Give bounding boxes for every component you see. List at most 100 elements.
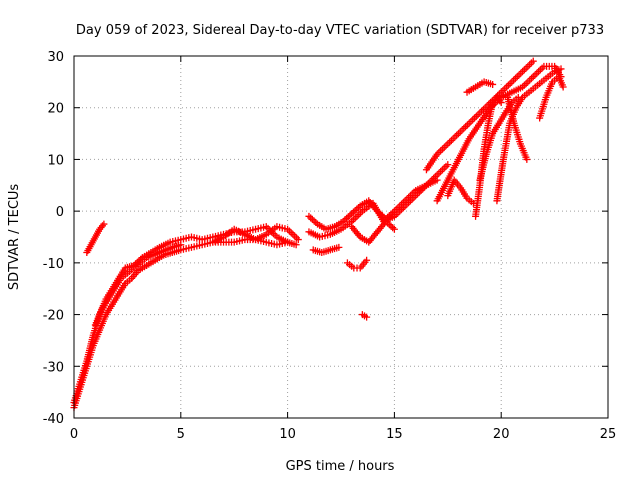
data-point (503, 83, 511, 91)
data-point (513, 73, 521, 81)
data-point (390, 207, 398, 215)
data-point (458, 126, 466, 134)
data-points (70, 57, 567, 412)
data-point (523, 155, 531, 163)
data-point (517, 69, 525, 77)
data-point (308, 215, 316, 223)
data-point (527, 59, 535, 67)
data-point (440, 164, 448, 172)
y-axis-label: SDTVAR / TECUs (7, 184, 22, 291)
data-point (520, 66, 528, 74)
data-point (536, 66, 544, 74)
y-tick-label: 10 (47, 153, 64, 168)
data-point (456, 128, 464, 136)
data-point (289, 230, 297, 238)
data-point (401, 197, 409, 205)
data-point (293, 234, 300, 242)
data-point (527, 74, 535, 82)
data-point (522, 64, 530, 72)
y-tick-label: 0 (56, 205, 64, 220)
data-point (531, 71, 539, 79)
data-point (390, 225, 398, 233)
data-point (454, 130, 462, 138)
data-point (435, 169, 443, 177)
data-point (538, 64, 546, 72)
y-tick-label: -30 (43, 360, 64, 375)
x-tick-label: 25 (600, 427, 617, 442)
data-point (506, 80, 514, 88)
data-point (305, 212, 313, 220)
data-point (444, 140, 452, 148)
data-point (442, 162, 450, 170)
data-point (526, 61, 534, 69)
data-point (511, 74, 519, 82)
data-point (291, 232, 299, 240)
data-point (557, 65, 565, 73)
data-point (446, 138, 454, 146)
data-point (510, 76, 518, 84)
data-point (504, 81, 512, 89)
data-point (437, 147, 445, 155)
data-point (449, 135, 457, 143)
data-point (462, 123, 470, 131)
data-point (467, 118, 475, 126)
tick-labels: 0 5 10 15 20 25 -40 -30 -20 -10 0 10 20 30 (43, 50, 617, 442)
x-axis-label: GPS time / hours (286, 459, 395, 474)
data-point (284, 238, 292, 246)
x-tick-label: 0 (70, 427, 78, 442)
data-point (465, 119, 473, 127)
data-point (526, 76, 534, 84)
data-point (472, 112, 480, 120)
y-tick-label: 20 (47, 102, 64, 117)
data-point (307, 214, 315, 222)
y-tick-label: -40 (43, 412, 64, 427)
data-point (392, 205, 400, 213)
data-point (399, 199, 407, 207)
data-point (529, 73, 537, 81)
chart-title: Day 059 of 2023, Sidereal Day-to-day VTE… (76, 23, 604, 38)
series-s3 (91, 241, 185, 329)
data-point (469, 116, 477, 124)
data-point (529, 57, 537, 65)
data-point (385, 221, 393, 229)
series-s14 (444, 176, 477, 207)
data-point (287, 229, 295, 237)
data-point (405, 193, 413, 201)
data-point (522, 80, 530, 88)
data-point (451, 133, 459, 141)
data-point (460, 124, 468, 132)
data-point (447, 136, 455, 144)
data-point (497, 99, 505, 107)
data-point (100, 220, 108, 228)
grid-lines (74, 56, 608, 418)
series-s18 (504, 93, 531, 163)
y-tick-label: 30 (47, 50, 64, 65)
data-point (294, 236, 302, 244)
data-point (442, 142, 450, 150)
data-point (519, 68, 527, 76)
data-point (438, 145, 446, 153)
data-point (463, 121, 471, 129)
data-point (335, 243, 343, 251)
data-point (515, 71, 523, 79)
series-s10 (343, 256, 371, 272)
data-point (471, 114, 478, 122)
data-point (524, 78, 532, 86)
series-s16 (476, 93, 522, 184)
data-point (489, 80, 497, 88)
x-tick-label: 15 (386, 427, 403, 442)
data-point (406, 192, 414, 200)
data-point (453, 131, 461, 139)
data-point (363, 313, 371, 321)
data-point (387, 222, 395, 230)
data-point (533, 69, 541, 77)
data-point (292, 241, 300, 249)
data-point (433, 176, 441, 184)
series-s5 (209, 223, 302, 246)
data-point (403, 195, 411, 203)
series-s11 (358, 311, 371, 321)
data-point (310, 217, 318, 225)
data-point (396, 202, 404, 210)
series-s8 (348, 217, 398, 246)
